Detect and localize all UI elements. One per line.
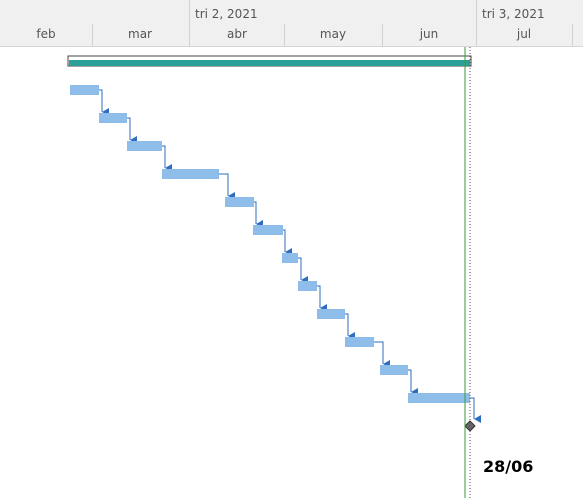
task-bar[interactable] — [380, 365, 408, 375]
gantt-chart-area: 28/06 — [0, 47, 583, 498]
quarter-label-q2: tri 2, 2021 — [195, 7, 258, 21]
month-label-mar: mar — [128, 27, 152, 41]
dependency-link — [408, 369, 418, 396]
task-bar[interactable] — [317, 309, 345, 319]
gantt-bars — [67, 47, 481, 498]
quarter-divider — [189, 0, 190, 46]
task-bar[interactable] — [70, 85, 99, 95]
timescale-header: tri 2, 2021 tri 3, 2021 feb mar abr may … — [0, 0, 583, 47]
month-label-feb: feb — [36, 27, 56, 41]
dependency-link — [317, 285, 327, 312]
task-bar[interactable] — [99, 113, 127, 123]
month-divider — [284, 24, 285, 46]
task-bar[interactable] — [345, 337, 374, 347]
milestone-date-label: 28/06 — [483, 457, 534, 476]
task-bar[interactable] — [282, 253, 298, 263]
month-label-may: may — [319, 27, 347, 41]
task-bar[interactable] — [408, 393, 470, 403]
task-bar[interactable] — [298, 281, 317, 291]
dependency-link — [470, 397, 481, 423]
quarter-divider — [476, 0, 477, 46]
task-bar[interactable] — [225, 197, 254, 207]
month-label-jun: jun — [419, 27, 439, 41]
dependency-link — [99, 89, 109, 116]
month-divider — [382, 24, 383, 46]
month-label-abr: abr — [227, 27, 247, 41]
dependency-link — [127, 117, 137, 144]
dependency-link — [283, 229, 292, 256]
dependency-link — [162, 145, 172, 172]
task-bar[interactable] — [253, 225, 283, 235]
dependency-link — [374, 341, 390, 368]
dependency-link — [345, 313, 355, 340]
dependency-link — [254, 201, 263, 228]
month-label-jul: jul — [516, 27, 532, 41]
month-divider — [92, 24, 93, 46]
month-divider — [572, 24, 573, 46]
task-bar[interactable] — [127, 141, 162, 151]
dependency-link — [298, 257, 308, 284]
task-bar[interactable] — [162, 169, 219, 179]
dependency-link — [219, 173, 235, 200]
summary-task-bar[interactable] — [69, 60, 470, 66]
quarter-label-q3: tri 3, 2021 — [482, 7, 545, 21]
